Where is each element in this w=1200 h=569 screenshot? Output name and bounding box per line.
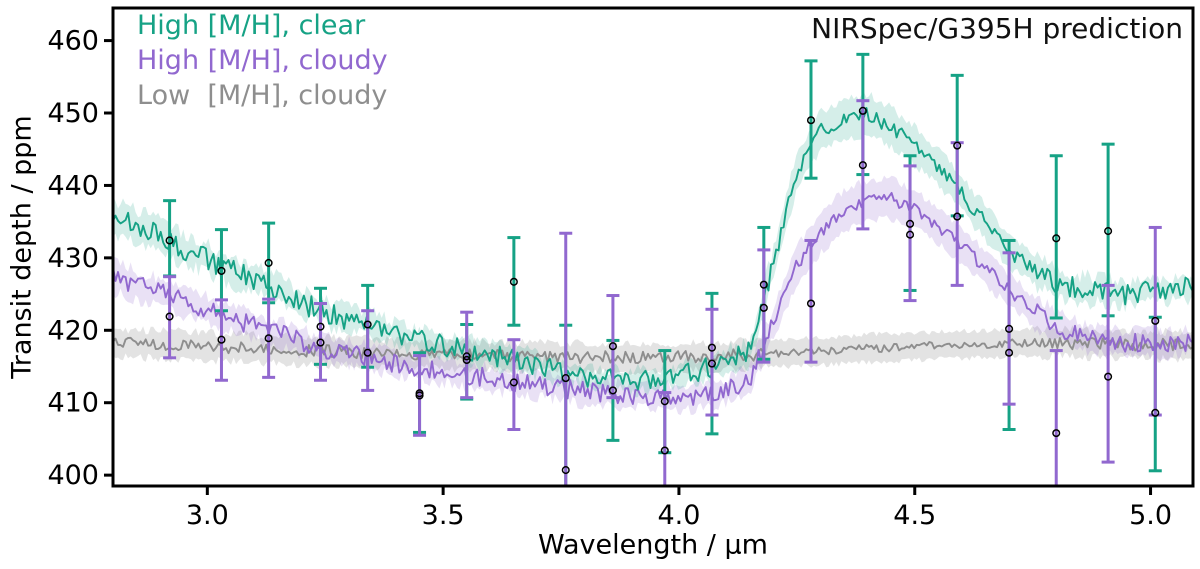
y-tick-label: 460 (47, 26, 99, 57)
x-tick-label: 4.5 (893, 500, 936, 531)
x-tick-label: 3.0 (186, 500, 229, 531)
y-tick-label: 410 (47, 388, 99, 419)
legend-item-high-mh-clear: High [M/H], clear (137, 10, 366, 41)
axes-box (111, 6, 1195, 488)
y-tick-label: 450 (47, 98, 99, 129)
legend: High [M/H], clear High [M/H], cloudy Low… (137, 8, 388, 113)
plot-title: NIRSpec/G395H prediction (811, 12, 1183, 45)
legend-item-low-mh-cloudy: Low [M/H], cloudy (137, 80, 388, 111)
legend-item-high-mh-cloudy: High [M/H], cloudy (137, 45, 388, 76)
y-tick-label: 440 (47, 170, 99, 201)
x-tick-label: 3.5 (422, 500, 465, 531)
x-axis-label: Wavelength / μm (538, 529, 768, 561)
x-tick-label: 4.0 (657, 500, 700, 531)
y-tick-label: 400 (47, 460, 99, 491)
x-tick-label: 5.0 (1129, 500, 1172, 531)
y-tick-label: 420 (47, 315, 99, 346)
y-axis-label: Transit depth / ppm (6, 115, 38, 379)
y-tick-label: 430 (47, 243, 99, 274)
